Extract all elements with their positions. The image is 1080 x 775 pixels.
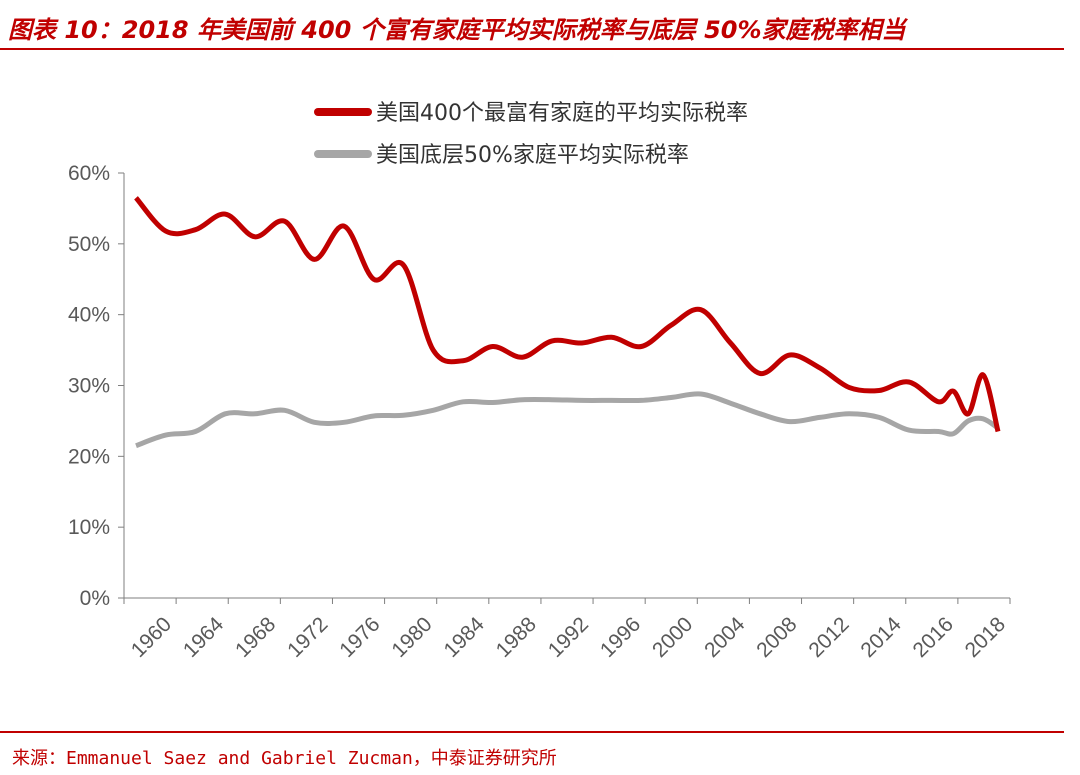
chart-legend: 美国400个最富有家庭的平均实际税率 美国底层50%家庭平均实际税率: [314, 101, 748, 168]
y-tick-label: 20%: [68, 445, 110, 468]
y-tick-label: 40%: [68, 304, 110, 327]
y-tick-label: 10%: [68, 516, 110, 539]
x-tick-label: 1972: [283, 613, 332, 662]
x-tick-label: 2018: [961, 613, 1010, 662]
x-tick-label: 1960: [127, 613, 176, 662]
series-line-bottom50: [135, 391, 1000, 449]
x-tick-label: 2008: [752, 613, 801, 662]
x-tick-label: 1988: [492, 613, 541, 662]
x-tick-label: 2016: [909, 613, 958, 662]
x-tick-label: 2012: [804, 613, 853, 662]
x-tick-label: 1968: [231, 613, 280, 662]
source-note: 来源：Emmanuel Saez and Gabriel Zucman，中泰证券…: [12, 748, 557, 769]
footer-rule: [0, 731, 1064, 733]
x-tick-label: 2004: [700, 613, 750, 663]
legend-label-bottom50: 美国底层50%家庭平均实际税率: [376, 143, 689, 168]
title-rule: [0, 48, 1064, 50]
y-tick-label: 50%: [68, 233, 110, 256]
x-tick-label: 2000: [648, 613, 697, 662]
y-tick-label: 60%: [68, 162, 110, 185]
x-tick-label: 1964: [179, 613, 229, 663]
x-tick-label: 1992: [544, 613, 593, 662]
legend-label-top400: 美国400个最富有家庭的平均实际税率: [376, 101, 748, 126]
x-tick-label: 1996: [596, 613, 645, 662]
x-tick-label: 2014: [856, 613, 906, 663]
y-tick-label: 30%: [68, 375, 110, 398]
series-line-top400: [134, 196, 1001, 433]
x-tick-label: 1984: [440, 613, 490, 663]
x-tick-label: 1976: [335, 613, 384, 662]
figure-title: 图表 10：2018 年美国前 400 个富有家庭平均实际税率与底层 50%家庭…: [8, 16, 906, 44]
x-tick-label: 1980: [387, 613, 436, 662]
y-tick-label: 0%: [80, 587, 110, 610]
